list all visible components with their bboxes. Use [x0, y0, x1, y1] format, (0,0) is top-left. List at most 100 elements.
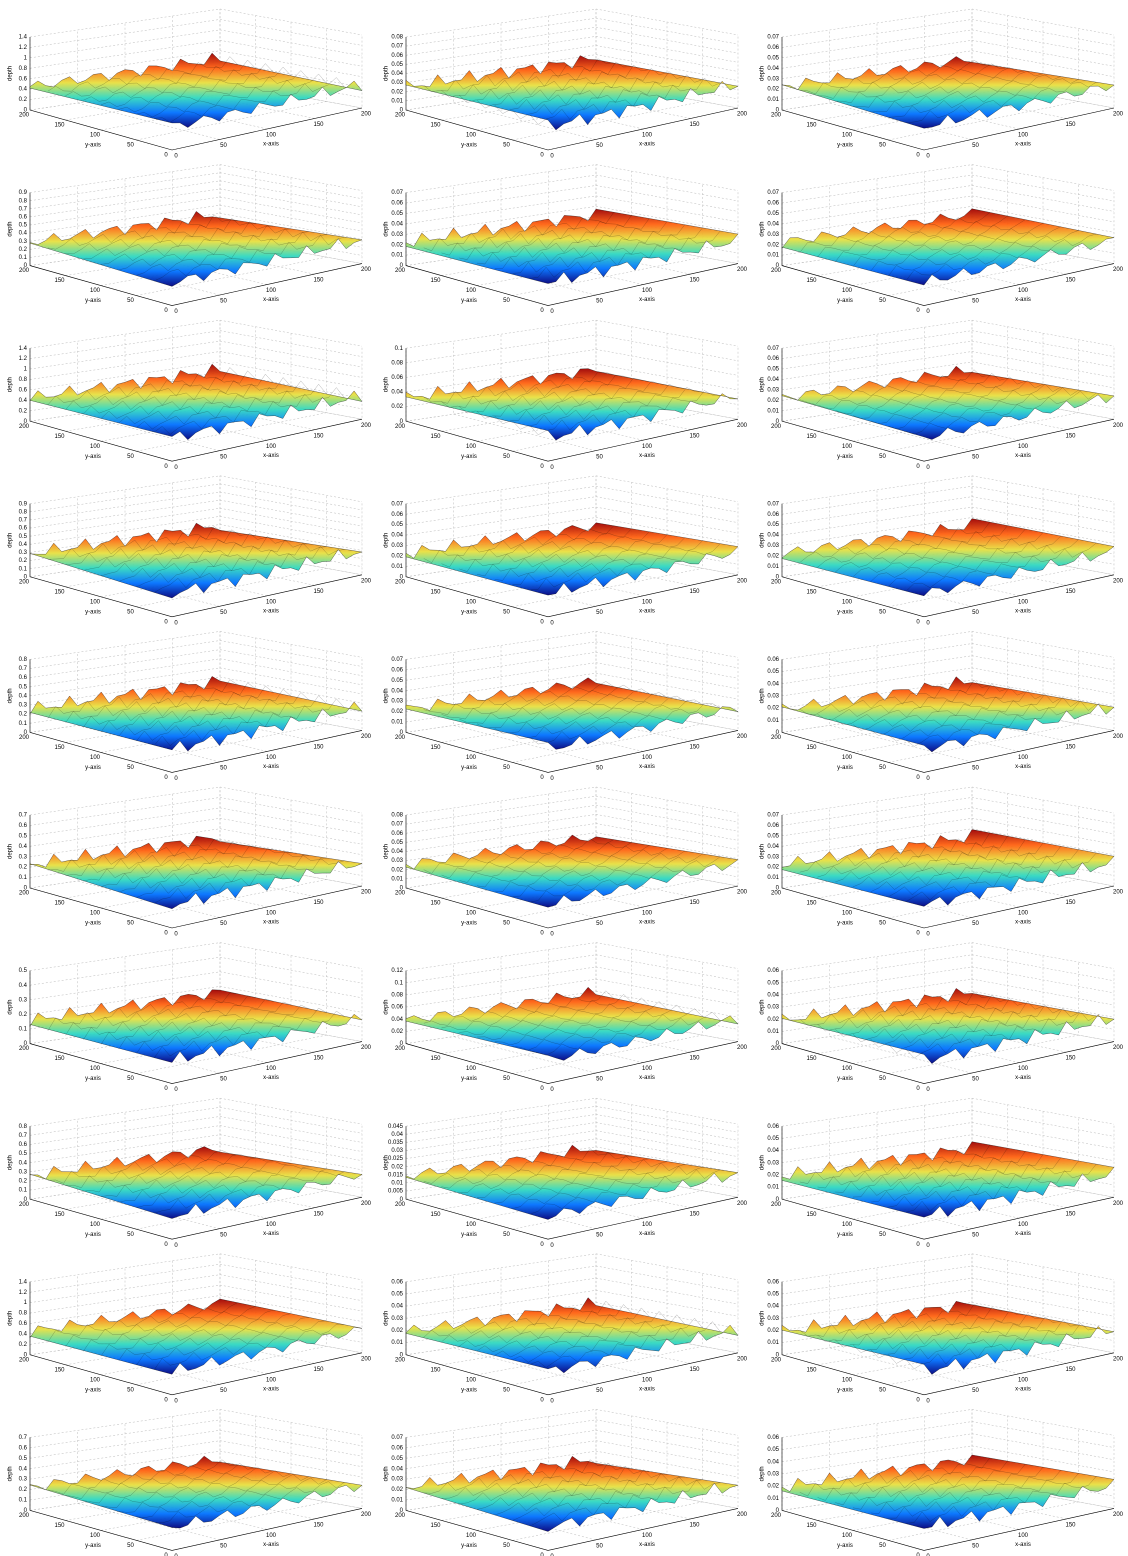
z-tick-label: 0.04 — [391, 533, 403, 539]
z-axis-label: depth — [760, 1466, 766, 1481]
grid-line — [406, 27, 738, 55]
grid-line — [406, 967, 738, 995]
surface — [782, 366, 1114, 439]
z-tick-label: 0.8 — [19, 509, 28, 515]
y-axis-label: y-axis — [837, 1387, 853, 1393]
z-tick-label: 0.02 — [767, 1017, 779, 1023]
x-tick-label: 200 — [361, 112, 372, 118]
grid-line — [30, 30, 362, 58]
x-axis-label: x-axis — [639, 1542, 655, 1548]
y-tick-label: 150 — [54, 434, 65, 440]
z-tick-label: 0.2 — [19, 408, 28, 414]
subplot: 00.10.20.30.40.50.60.70.80.9050100150200… — [8, 165, 372, 316]
z-tick-label: 0.03 — [391, 80, 403, 86]
y-tick-label: 150 — [806, 745, 817, 751]
x-tick-label: 0 — [926, 1243, 930, 1249]
x-axis-label: x-axis — [263, 142, 279, 148]
z-tick-label: 0.01 — [767, 1029, 779, 1035]
x-tick-label: 150 — [1065, 744, 1076, 750]
z-axis-label: depth — [384, 844, 390, 859]
z-tick-label: 0.06 — [391, 1279, 403, 1285]
grid-line — [30, 957, 362, 985]
z-tick-label: 0.03 — [767, 543, 779, 549]
x-tick-label: 50 — [220, 765, 227, 771]
z-tick-label: 0.06 — [767, 201, 779, 207]
surface — [30, 1456, 362, 1528]
surface — [406, 678, 738, 750]
x-tick-label: 0 — [926, 620, 930, 626]
z-tick-label: 0.6 — [19, 526, 28, 532]
z-tick-label: 0.6 — [19, 1445, 28, 1451]
y-tick-label: 50 — [879, 454, 886, 460]
grid-line — [406, 1278, 738, 1306]
z-tick-label: 0.04 — [391, 1304, 403, 1310]
z-tick-label: 0.12 — [391, 968, 403, 974]
y-tick-label: 200 — [395, 268, 406, 274]
z-tick-label: 0.1 — [19, 1188, 28, 1194]
grid-line — [406, 652, 738, 680]
z-tick-label: 0.3 — [19, 550, 28, 556]
surface — [782, 1142, 1114, 1217]
grid-line — [30, 492, 362, 520]
z-tick-label: 0.06 — [767, 1279, 779, 1285]
y-tick-label: 200 — [19, 1357, 30, 1363]
z-tick-label: 0.02 — [391, 554, 403, 560]
z-axis-label: depth — [384, 688, 390, 703]
x-tick-label: 50 — [972, 921, 979, 927]
z-tick-label: 0.2 — [19, 1012, 28, 1018]
x-axis-label: x-axis — [263, 1231, 279, 1237]
y-tick-label: 100 — [90, 1533, 101, 1539]
subplot: 00.010.020.030.040.050.060.0705010015020… — [760, 787, 1124, 938]
z-tick-label: 0.05 — [767, 980, 779, 986]
z-tick-label: 0.08 — [391, 813, 403, 819]
x-tick-label: 100 — [1018, 1066, 1029, 1072]
y-axis-label: y-axis — [85, 765, 101, 771]
y-tick-label: 100 — [466, 911, 477, 917]
z-axis-label: depth — [760, 222, 766, 237]
z-tick-label: 0.03 — [391, 1477, 403, 1483]
y-tick-label: 50 — [879, 298, 886, 304]
x-tick-label: 50 — [972, 610, 979, 616]
x-tick-label: 150 — [313, 744, 324, 750]
x-tick-label: 100 — [642, 1222, 653, 1228]
x-tick-label: 200 — [737, 1201, 748, 1207]
y-tick-label: 150 — [806, 901, 817, 907]
z-tick-label: 0.01 — [767, 1340, 779, 1346]
x-axis-label: x-axis — [1015, 1231, 1031, 1237]
x-tick-label: 200 — [1113, 578, 1124, 584]
grid-line — [30, 331, 362, 359]
x-tick-label: 100 — [642, 444, 653, 450]
x-axis-label: x-axis — [1015, 1542, 1031, 1548]
z-tick-label: 0.02 — [767, 1172, 779, 1178]
y-tick-label: 50 — [879, 921, 886, 927]
x-tick-label: 50 — [220, 299, 227, 305]
y-tick-label: 0 — [540, 931, 544, 937]
z-tick-label: 0.03 — [767, 76, 779, 82]
x-axis-label: x-axis — [263, 608, 279, 614]
y-tick-label: 100 — [842, 1377, 853, 1383]
y-tick-label: 0 — [916, 775, 920, 781]
x-tick-label: 200 — [737, 578, 748, 584]
y-tick-label: 50 — [503, 609, 510, 615]
subplot: 00.020.040.060.080.105010015020005010015… — [384, 320, 748, 471]
y-tick-label: 0 — [164, 1086, 168, 1092]
y-tick-label: 50 — [127, 1543, 134, 1549]
z-tick-label: 0.3 — [19, 1169, 28, 1175]
z-tick-label: 0.02 — [391, 1487, 403, 1493]
z-tick-label: 0.015 — [388, 1172, 404, 1178]
grid-line — [782, 476, 1114, 504]
grid-line — [30, 1107, 362, 1135]
x-tick-label: 200 — [361, 890, 372, 896]
y-axis-label: y-axis — [837, 454, 853, 460]
y-tick-label: 200 — [395, 579, 406, 585]
y-axis-label: y-axis — [461, 921, 477, 927]
z-axis-label: depth — [8, 533, 14, 548]
z-tick-label: 0.02 — [391, 404, 403, 410]
x-tick-label: 0 — [174, 465, 178, 471]
subplot: 00.010.020.030.040.050.060.0705010015020… — [384, 631, 748, 782]
y-tick-label: 50 — [127, 1232, 134, 1238]
z-tick-label: 0.5 — [19, 968, 28, 974]
x-tick-label: 50 — [220, 1077, 227, 1083]
x-tick-label: 100 — [642, 1066, 653, 1072]
z-tick-label: 0.01 — [391, 1340, 403, 1346]
